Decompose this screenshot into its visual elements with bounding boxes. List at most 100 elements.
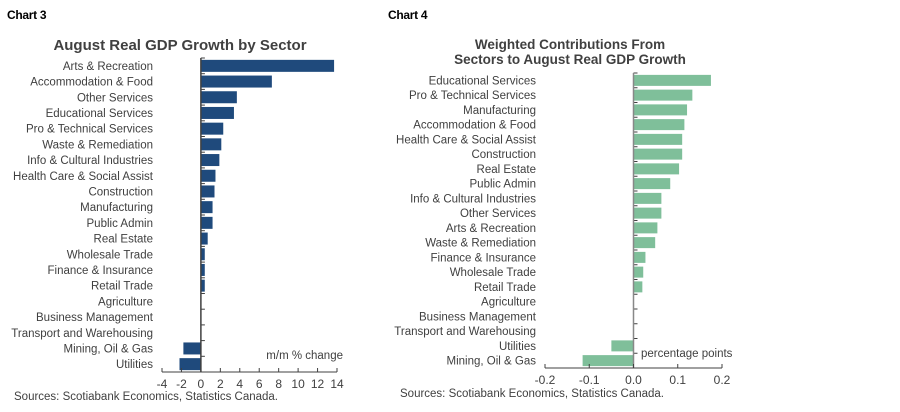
- chart4-category-label: Real Estate: [477, 164, 536, 176]
- chart3-category-label: Finance & Insurance: [48, 265, 153, 277]
- chart3-category-label: Health Care & Social Assist: [13, 171, 154, 183]
- chart3-category-label: Transport and Warehousing: [11, 328, 153, 340]
- chart3-category-label: Construction: [88, 186, 153, 198]
- chart4-bar: [633, 237, 656, 249]
- chart4-x-tick-label: -0.2: [535, 373, 556, 387]
- chart4-category-label: Educational Services: [429, 75, 537, 87]
- chart4-bar: [633, 266, 644, 278]
- chart3-x-tick-label: 8: [275, 377, 282, 391]
- chart4-category-label: Construction: [471, 149, 536, 161]
- chart3-category-label: Arts & Recreation: [63, 61, 153, 73]
- chart4-title: Weighted Contributions From Sectors to A…: [420, 37, 720, 67]
- chart4-bar: [582, 355, 634, 367]
- chart3-x-tick-label: -4: [157, 377, 168, 391]
- chart3-title: August Real GDP Growth by Sector: [53, 37, 307, 54]
- chart3-bar: [200, 138, 222, 151]
- chart4-category-label: Health Care & Social Assist: [396, 134, 537, 146]
- chart3-category-label: Business Management: [36, 312, 154, 324]
- chart3-source: Sources: Scotiabank Economics, Statistic…: [14, 391, 278, 403]
- chart3-x-tick-label: 14: [330, 377, 344, 391]
- chart3-bar: [179, 358, 201, 371]
- chart3-x-tick-label: 0: [198, 377, 205, 391]
- chart4-unit-label: percentage points: [641, 348, 733, 360]
- chart3-category-label: Pro & Technical Services: [26, 124, 153, 136]
- chart4-category-label: Other Services: [460, 208, 536, 220]
- chart3-bar: [200, 248, 205, 261]
- chart4-category-label: Wholesale Trade: [450, 267, 536, 279]
- chart3-category-label: Accommodation & Food: [30, 77, 153, 89]
- chart4-bar: [633, 148, 683, 160]
- chart4-bar: [633, 222, 658, 234]
- chart3-category-label: Waste & Remediation: [42, 139, 153, 151]
- chart4-category-label: Info & Cultural Industries: [410, 193, 536, 205]
- chart4-x-tick-label: -0.1: [579, 373, 600, 387]
- chart3-category-label: Educational Services: [46, 108, 154, 120]
- chart4-title-line1: Weighted Contributions From: [474, 37, 666, 52]
- chart4-category-label: Pro & Technical Services: [409, 90, 536, 102]
- chart3-bar: [200, 154, 220, 167]
- chart3-bar: [183, 342, 201, 355]
- chart3-bar: [200, 91, 237, 104]
- chart3-category-label: Public Admin: [87, 218, 153, 230]
- chart4-category-label: Mining, Oil & Gas: [447, 356, 537, 368]
- chart3-bar: [200, 263, 205, 276]
- chart3-category-label: Other Services: [77, 92, 153, 104]
- chart3-x-tick-label: -2: [176, 377, 187, 391]
- chart3-x-tick-label: 4: [236, 377, 243, 391]
- chart4-bar: [633, 178, 671, 190]
- chart4-category-label: Manufacturing: [463, 105, 536, 117]
- chart3-x-tick-label: 12: [311, 377, 325, 391]
- chart3-category-label: Info & Cultural Industries: [27, 155, 153, 167]
- chart4-category-label: Waste & Remediation: [425, 238, 536, 250]
- chart4-source: Sources: Scotiabank Economics, Statistic…: [400, 388, 664, 400]
- chart3-category-label: Agriculture: [98, 296, 153, 308]
- chart4-bar: [633, 89, 693, 101]
- chart4-x-tick-label: 0.1: [669, 373, 686, 387]
- chart3-bar: [200, 106, 234, 119]
- chart4-x-tick-label: 0.2: [714, 373, 731, 387]
- chart3-bar: [200, 59, 335, 72]
- chart3-bar: [200, 279, 205, 292]
- chart4-bar: [633, 163, 680, 175]
- chart3-bar: [200, 232, 208, 245]
- chart3-bar: [200, 185, 215, 198]
- chart4-bar: [633, 251, 646, 263]
- chart4-category-label: Agriculture: [481, 297, 536, 309]
- chart4-category-label: Arts & Recreation: [446, 223, 536, 235]
- chart3-bar: [200, 75, 272, 88]
- chart4-bar: [633, 281, 643, 293]
- chart3-bar: [200, 216, 213, 229]
- chart3-category-label: Real Estate: [94, 234, 153, 246]
- chart4-bar: [633, 74, 711, 86]
- chart4-bar: [633, 119, 685, 131]
- chart3-category-label: Retail Trade: [91, 281, 153, 293]
- chart3-bar: [200, 201, 213, 214]
- chart3-label: Chart 3: [7, 8, 47, 22]
- chart3-bar: [200, 169, 216, 182]
- chart3-category-label: Wholesale Trade: [67, 249, 153, 261]
- chart3-bar: [200, 122, 224, 135]
- chart3-category-label: Mining, Oil & Gas: [64, 343, 154, 355]
- chart4-category-label: Public Admin: [470, 179, 536, 191]
- chart4-category-label: Retail Trade: [474, 282, 536, 294]
- chart4-bar: [611, 340, 634, 352]
- chart4-category-label: Business Management: [419, 311, 537, 323]
- chart3-category-label: Manufacturing: [80, 202, 153, 214]
- chart3-x-tick-label: 10: [291, 377, 305, 391]
- chart3-x-tick-label: 2: [217, 377, 224, 391]
- chart3-unit-label: m/m % change: [266, 350, 343, 362]
- chart4-bar: [633, 133, 683, 145]
- chart4-category-label: Transport and Warehousing: [394, 326, 536, 338]
- chart4-label: Chart 4: [388, 8, 428, 22]
- chart4-bar: [633, 104, 688, 116]
- chart4-category-label: Finance & Insurance: [431, 252, 536, 264]
- chart4-title-line2: Sectors to August Real GDP Growth: [454, 52, 686, 67]
- chart4-bar: [633, 192, 662, 204]
- chart4-bar: [633, 207, 662, 219]
- chart3-category-label: Utilities: [116, 359, 153, 371]
- chart4-category-label: Utilities: [499, 341, 536, 353]
- chart4-x-tick-label: 0.0: [625, 373, 642, 387]
- chart4-category-label: Accommodation & Food: [413, 120, 536, 132]
